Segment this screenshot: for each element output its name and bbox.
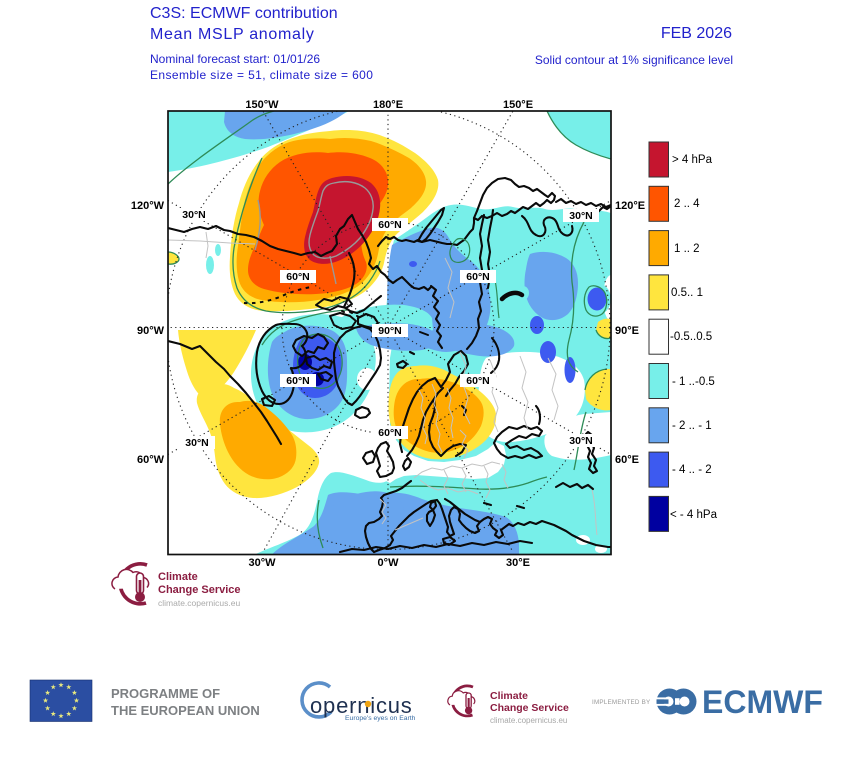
svg-text:90°N: 90°N — [378, 325, 401, 337]
svg-text:- 2 .. - 1: - 2 .. - 1 — [672, 420, 712, 432]
svg-text:60°N: 60°N — [378, 427, 401, 439]
svg-text:30°N: 30°N — [182, 209, 205, 221]
svg-text:60°N: 60°N — [378, 219, 401, 231]
svg-text:opernicus: opernicus — [310, 693, 413, 718]
svg-text:> 4 hPa: > 4 hPa — [672, 154, 713, 166]
svg-text:2 .. 4: 2 .. 4 — [674, 198, 700, 210]
svg-text:60°N: 60°N — [286, 271, 309, 283]
svg-text:150°W: 150°W — [245, 99, 279, 111]
svg-text:30°E: 30°E — [506, 557, 530, 569]
svg-text:120°E: 120°E — [615, 200, 645, 212]
svg-text:120°W: 120°W — [131, 200, 165, 212]
svg-text:0.5.. 1: 0.5.. 1 — [671, 287, 703, 299]
svg-text:IMPLEMENTED BY: IMPLEMENTED BY — [592, 699, 651, 706]
svg-text:150°E: 150°E — [503, 99, 533, 111]
svg-text:ECMWF: ECMWF — [702, 684, 823, 720]
svg-text:90°W: 90°W — [137, 325, 165, 337]
svg-text:90°E: 90°E — [615, 325, 639, 337]
svg-text:0°W: 0°W — [378, 557, 400, 569]
svg-text:60°W: 60°W — [137, 454, 165, 466]
svg-text:< - 4 hPa: < - 4 hPa — [670, 509, 718, 521]
svg-text:30°N: 30°N — [569, 210, 592, 222]
svg-text:30°W: 30°W — [248, 557, 276, 569]
svg-text:1 .. 2: 1 .. 2 — [674, 243, 700, 255]
svg-text:60°E: 60°E — [615, 454, 639, 466]
svg-text:60°N: 60°N — [466, 375, 489, 387]
svg-text:Change Service: Change Service — [490, 702, 569, 714]
svg-text:30°N: 30°N — [569, 435, 592, 447]
svg-text:PROGRAMME OF: PROGRAMME OF — [111, 686, 220, 701]
svg-text:Climate: Climate — [490, 690, 528, 702]
svg-text:Europe's eyes on Earth: Europe's eyes on Earth — [345, 715, 416, 722]
svg-text:-0.5..0.5: -0.5..0.5 — [670, 331, 712, 343]
svg-text:climate.copernicus.eu: climate.copernicus.eu — [490, 716, 567, 725]
svg-text:180°E: 180°E — [373, 99, 403, 111]
svg-text:THE EUROPEAN UNION: THE EUROPEAN UNION — [111, 703, 260, 718]
svg-text:- 4 .. - 2: - 4 .. - 2 — [672, 464, 712, 476]
svg-text:- 1 ..-0.5: - 1 ..-0.5 — [672, 376, 715, 388]
svg-text:climate.copernicus.eu: climate.copernicus.eu — [158, 598, 240, 608]
svg-text:Change Service: Change Service — [158, 584, 241, 596]
svg-text:60°N: 60°N — [286, 375, 309, 387]
svg-text:Climate: Climate — [158, 571, 198, 583]
svg-text:60°N: 60°N — [466, 271, 489, 283]
svg-text:30°N: 30°N — [185, 437, 208, 449]
